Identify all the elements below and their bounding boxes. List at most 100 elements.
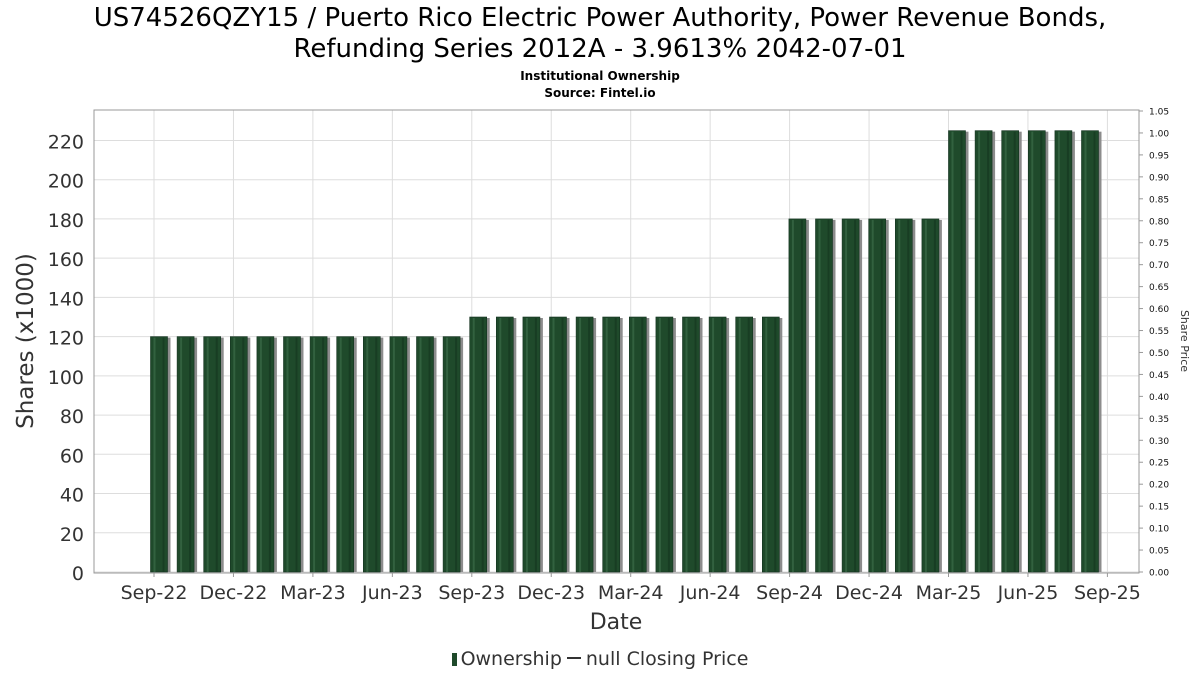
ownership-bar bbox=[336, 336, 355, 573]
y-tick-label: 80 bbox=[60, 406, 84, 428]
ownership-bar bbox=[442, 336, 461, 573]
chart-legend: Ownership null Closing Price bbox=[0, 648, 1200, 670]
bar-highlight bbox=[738, 318, 741, 572]
y2-tick-label: 1.05 bbox=[1149, 108, 1169, 118]
ownership-swatch-icon bbox=[451, 653, 457, 666]
bar-lowlight bbox=[987, 131, 990, 572]
bar-highlight bbox=[632, 318, 635, 572]
ownership-bar-body bbox=[1054, 130, 1073, 573]
y2-tick-label: 0.45 bbox=[1149, 371, 1169, 381]
bar-lowlight bbox=[933, 219, 936, 572]
ownership-bar-body bbox=[575, 316, 594, 573]
bar-highlight bbox=[658, 318, 661, 572]
y2-tick-label: 0.40 bbox=[1149, 393, 1169, 403]
bars bbox=[150, 130, 1102, 573]
y-tick-label: 60 bbox=[60, 445, 84, 467]
bar-highlight bbox=[446, 337, 449, 572]
ownership-bar bbox=[495, 316, 514, 573]
ownership-bar bbox=[1081, 130, 1099, 573]
axes: 0 20 40 60 80 100 120 140 160 180 200 220 0.00 0.05 0.… bbox=[48, 108, 1170, 605]
ownership-bar-body bbox=[230, 336, 248, 573]
bar-highlight bbox=[818, 219, 821, 572]
y2-tick-label: 0.60 bbox=[1149, 305, 1169, 315]
ownership-bar bbox=[283, 336, 301, 573]
bar-lowlight bbox=[800, 219, 803, 572]
ownership-bar-body bbox=[708, 316, 727, 573]
ownership-bar-body bbox=[655, 316, 674, 573]
ownership-bar bbox=[921, 218, 940, 573]
plot-area bbox=[93, 109, 1140, 574]
ownership-bar bbox=[1028, 130, 1046, 573]
y-tick-label: 200 bbox=[48, 171, 84, 193]
y2-tick-label: 1.00 bbox=[1149, 129, 1169, 139]
ownership-bar bbox=[1054, 130, 1073, 573]
bar-lowlight bbox=[880, 219, 883, 572]
bar-highlight bbox=[951, 131, 954, 572]
y2-tick-label: 0.95 bbox=[1149, 151, 1169, 161]
ownership-bar-body bbox=[309, 336, 328, 573]
bar-lowlight bbox=[189, 337, 192, 572]
ownership-bar-body bbox=[682, 316, 700, 573]
bar-highlight bbox=[1004, 131, 1007, 572]
ownership-bar bbox=[203, 336, 221, 573]
bar-highlight bbox=[1084, 131, 1087, 572]
ownership-bar-body bbox=[761, 316, 780, 573]
ownership-bar bbox=[549, 316, 567, 573]
ownership-bar-body bbox=[336, 336, 355, 573]
y-tick-label: 20 bbox=[60, 524, 84, 546]
ownership-bar-body bbox=[868, 218, 887, 573]
bar-highlight bbox=[472, 318, 475, 572]
bar-highlight bbox=[712, 318, 715, 572]
ownership-bar-body bbox=[416, 336, 434, 573]
ownership-bar bbox=[815, 218, 833, 573]
ownership-bar bbox=[868, 218, 887, 573]
ownership-bar-body bbox=[549, 316, 567, 573]
bar-highlight bbox=[259, 337, 262, 572]
ownership-bar bbox=[788, 218, 807, 573]
y2-tick-label: 0.05 bbox=[1149, 547, 1169, 557]
bar-lowlight bbox=[162, 337, 165, 572]
bar-lowlight bbox=[747, 318, 750, 572]
ownership-bar-body bbox=[176, 336, 195, 573]
y2-tick-label: 0.15 bbox=[1149, 503, 1169, 513]
bar-lowlight bbox=[694, 318, 697, 572]
bar-highlight bbox=[525, 318, 528, 572]
ownership-bar-body bbox=[522, 316, 541, 573]
ownership-bar bbox=[602, 316, 621, 573]
ownership-bar bbox=[708, 316, 727, 573]
x-tick-label: Dec-22 bbox=[200, 582, 268, 604]
ownership-bar-body bbox=[735, 316, 754, 573]
bar-highlight bbox=[339, 337, 342, 572]
ownership-bar-body bbox=[948, 130, 966, 573]
bar-highlight bbox=[1031, 131, 1034, 572]
x-tick-label: Sep-23 bbox=[438, 582, 505, 604]
y2-tick-label: 0.10 bbox=[1149, 525, 1169, 535]
bar-lowlight bbox=[614, 318, 617, 572]
ownership-bar bbox=[176, 336, 195, 573]
y2-tick-label: 0.55 bbox=[1149, 327, 1169, 337]
y2-tick-label: 0.80 bbox=[1149, 217, 1169, 227]
bar-lowlight bbox=[1093, 131, 1096, 572]
ownership-bar-body bbox=[442, 336, 461, 573]
ownership-bar bbox=[628, 316, 647, 573]
ownership-bar-body bbox=[974, 130, 993, 573]
y-tick-label: 160 bbox=[48, 249, 84, 271]
bar-highlight bbox=[1057, 131, 1060, 572]
ownership-bar bbox=[230, 336, 248, 573]
bar-lowlight bbox=[348, 337, 351, 572]
ownership-bar-body bbox=[815, 218, 833, 573]
ownership-bar bbox=[150, 336, 168, 573]
bar-lowlight bbox=[561, 318, 564, 572]
bar-highlight bbox=[924, 219, 927, 572]
y2-tick-label: 0.35 bbox=[1149, 415, 1169, 425]
y2-tick-label: 0.90 bbox=[1149, 173, 1169, 183]
bar-lowlight bbox=[534, 318, 537, 572]
y2-tick-label: 0.75 bbox=[1149, 239, 1169, 249]
ownership-bar bbox=[256, 336, 275, 573]
y2-tick-label: 0.70 bbox=[1149, 261, 1169, 271]
chart-subtitle: Institutional Ownership bbox=[520, 69, 680, 83]
x-tick-label: Dec-24 bbox=[835, 582, 903, 604]
y-tick-label: 180 bbox=[48, 210, 84, 232]
bar-lowlight bbox=[1040, 131, 1043, 572]
